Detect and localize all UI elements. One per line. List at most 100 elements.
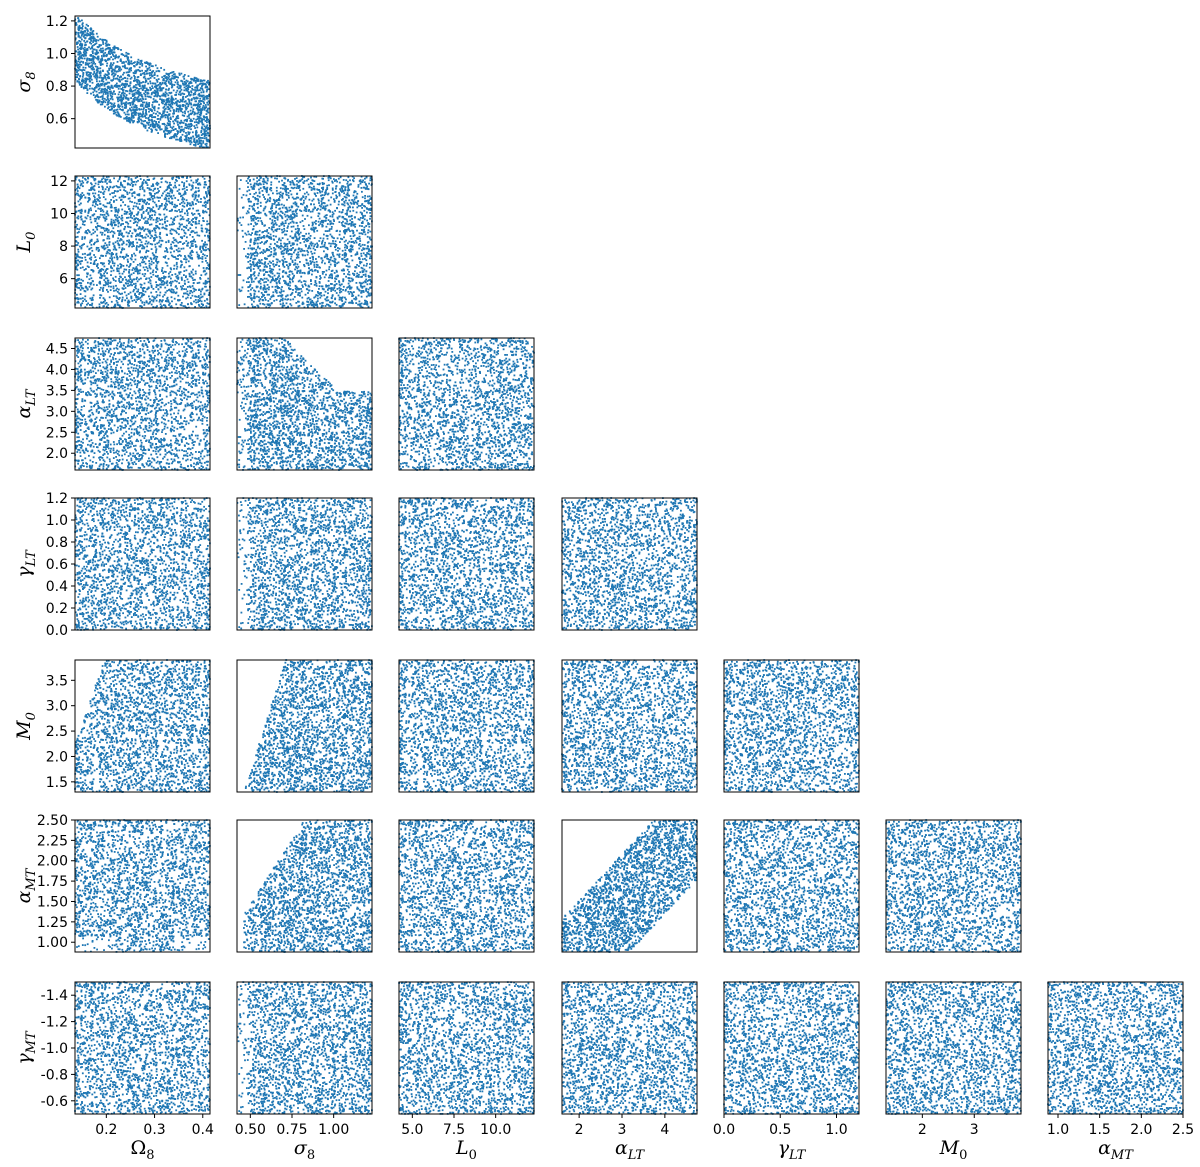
y-tick-label: -1.2	[41, 1015, 68, 1031]
x-tick-label: 2	[575, 1122, 584, 1138]
y-tick-gammaLT: 1.0	[46, 513, 75, 529]
panel-omega8-L0	[74, 175, 211, 309]
x-axis-label-alphaLT: αLT	[615, 1137, 645, 1163]
y-axis-label-alphaLT: αLT	[13, 388, 39, 418]
x-tick-L0: 7.5	[443, 1114, 465, 1138]
y-tick-label: 1.2	[46, 491, 68, 507]
x-tick-sigma8: 0.50	[235, 1114, 266, 1138]
y-tick-label: 0.4	[46, 579, 68, 595]
panel-omega8-alphaLT	[74, 337, 211, 471]
x-tick-gammaLT: 0.0	[713, 1114, 735, 1138]
y-tick-label: 1.75	[37, 874, 68, 890]
y-tick-label: 2.0	[46, 446, 68, 462]
y-tick-M0: 2.5	[46, 724, 75, 740]
y-tick-label: 1.0	[46, 513, 68, 529]
x-tick-alphaMT: 2.0	[1130, 1114, 1152, 1138]
x-tick-label: 0.0	[713, 1122, 735, 1138]
y-tick-label: 3.0	[46, 404, 68, 420]
y-tick-alphaMT: 2.25	[37, 833, 75, 849]
y-tick-label: 10	[50, 206, 68, 222]
y-tick-alphaMT: 2.00	[37, 854, 75, 870]
y-tick-sigma8: 0.8	[46, 79, 75, 95]
x-tick-alphaLT: 3	[618, 1114, 627, 1138]
y-tick-label: -1.4	[41, 988, 68, 1004]
y-tick-label: 0.8	[46, 535, 68, 551]
y-tick-label: 2.00	[37, 854, 68, 870]
y-tick-label: 1.50	[37, 894, 68, 910]
y-tick-alphaMT: 1.50	[37, 894, 75, 910]
y-tick-alphaLT: 2.0	[46, 446, 75, 462]
x-tick-label: 7.5	[443, 1122, 465, 1138]
x-tick-label: 0.2	[95, 1122, 117, 1138]
x-tick-label: 0.3	[143, 1122, 165, 1138]
panel-sigma8-gammaLT	[237, 497, 373, 631]
y-axis-label-gammaLT: γLT	[13, 549, 39, 578]
panel-sigma8-gammaMT	[237, 981, 373, 1115]
panel-alphaMT-gammaMT	[1047, 981, 1184, 1115]
panel-omega8-alphaMT	[74, 819, 211, 953]
x-tick-omega8: 0.3	[143, 1114, 165, 1138]
y-tick-gammaMT: -0.6	[41, 1094, 75, 1110]
x-tick-M0: 3	[970, 1114, 979, 1138]
x-tick-label: 3	[618, 1122, 627, 1138]
panel-sigma8-L0	[237, 175, 373, 309]
y-tick-sigma8: 1.2	[46, 14, 75, 30]
y-tick-gammaMT: -1.0	[41, 1041, 75, 1057]
panel-omega8-M0	[74, 659, 211, 793]
y-tick-M0: 3.0	[46, 699, 75, 715]
y-tick-M0: 1.5	[46, 775, 75, 791]
panel-alphaLT-alphaMT	[561, 819, 698, 953]
y-tick-sigma8: 1.0	[46, 46, 75, 62]
y-tick-M0: 2.0	[46, 749, 75, 765]
y-tick-label: 2.0	[46, 749, 68, 765]
y-tick-label: 0.6	[46, 112, 68, 128]
y-tick-alphaMT: 1.75	[37, 874, 75, 890]
y-tick-label: 1.25	[37, 915, 68, 931]
y-tick-M0: 3.5	[46, 673, 75, 689]
x-tick-label: 3	[970, 1122, 979, 1138]
y-tick-label: 2.5	[46, 425, 68, 441]
panel-L0-gammaMT	[398, 981, 535, 1115]
x-tick-label: 4	[660, 1122, 669, 1138]
y-tick-label: 2.25	[37, 833, 68, 849]
y-tick-gammaLT: 0.8	[46, 535, 75, 551]
panel-omega8-gammaLT	[74, 497, 211, 631]
y-tick-L0: 6	[59, 272, 75, 288]
y-tick-sigma8: 0.6	[46, 112, 75, 128]
x-tick-label: 10.0	[480, 1122, 511, 1138]
y-axis-label-M0: M0	[13, 712, 39, 741]
y-tick-label: 1.00	[37, 935, 68, 951]
x-tick-label: 0.75	[276, 1122, 307, 1138]
x-axis-label-alphaMT: αMT	[1098, 1137, 1134, 1163]
panel-M0-alphaMT	[885, 819, 1022, 953]
x-tick-alphaLT: 2	[575, 1114, 584, 1138]
x-axis-label-omega8: Ω8	[130, 1137, 154, 1163]
y-axis-label-gammaMT: γMT	[13, 1030, 39, 1065]
panel-sigma8-M0	[237, 659, 373, 793]
x-tick-omega8: 0.2	[95, 1114, 117, 1138]
panel-L0-gammaLT	[398, 497, 535, 631]
panel-alphaLT-M0	[561, 659, 698, 793]
y-tick-label: 4.0	[46, 362, 68, 378]
y-tick-alphaLT: 4.5	[46, 341, 75, 357]
x-tick-sigma8: 1.00	[318, 1114, 349, 1138]
y-tick-alphaLT: 2.5	[46, 425, 75, 441]
y-tick-gammaMT: -1.4	[41, 988, 75, 1004]
x-tick-alphaMT: 2.5	[1172, 1114, 1194, 1138]
x-axis-label-gammaLT: γLT	[778, 1137, 807, 1163]
panel-L0-alphaLT	[398, 337, 535, 471]
y-tick-label: 8	[59, 239, 68, 255]
y-tick-label: 1.0	[46, 46, 68, 62]
x-tick-label: 1.00	[318, 1122, 349, 1138]
panel-gammaLT-M0	[723, 659, 860, 793]
panel-sigma8-alphaLT	[236, 337, 373, 471]
x-tick-label: 5.0	[401, 1122, 423, 1138]
y-tick-L0: 12	[50, 174, 75, 190]
x-tick-label: 0.5	[769, 1122, 791, 1138]
panel-gammaLT-alphaMT	[723, 819, 860, 953]
x-tick-label: 2	[918, 1122, 927, 1138]
y-tick-label: 2.50	[37, 813, 68, 829]
x-tick-alphaMT: 1.0	[1047, 1114, 1069, 1138]
y-tick-label: -1.0	[41, 1041, 68, 1057]
y-tick-alphaMT: 1.25	[37, 915, 75, 931]
